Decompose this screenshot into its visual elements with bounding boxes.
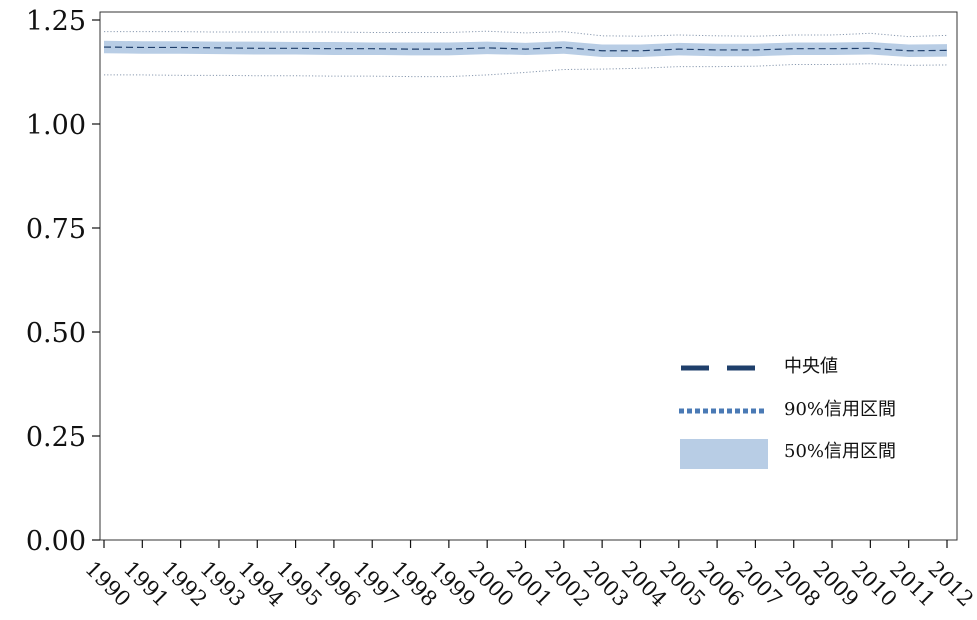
- y-tick-label: 0.25: [26, 422, 86, 453]
- interval-90-lower-line: [104, 63, 948, 78]
- y-tick-label: 1.25: [26, 6, 86, 37]
- y-tick-label: 0.50: [26, 318, 86, 349]
- x-tick-label: 2012: [923, 557, 977, 612]
- x-axis: 1990199119921993199419951996199719981999…: [80, 540, 977, 611]
- plot-frame: [99, 11, 958, 541]
- median-line: [103, 46, 948, 52]
- y-tick-label: 0.00: [26, 526, 86, 557]
- legend: 中央値 90%信用区間 50%信用区間: [679, 356, 896, 469]
- y-axis: 0.00 0.25 0.50 0.75 1.00 1.25: [26, 6, 100, 557]
- legend-swatch-50-interval: [680, 439, 768, 469]
- interval-90-upper-line: [104, 30, 948, 38]
- legend-label: 50%信用区間: [784, 441, 896, 462]
- legend-label: 90%信用区間: [784, 399, 896, 420]
- y-tick-label: 0.75: [26, 214, 86, 245]
- plot-area: [99, 11, 958, 541]
- legend-label: 中央値: [784, 356, 838, 377]
- y-tick-label: 1.00: [26, 110, 86, 141]
